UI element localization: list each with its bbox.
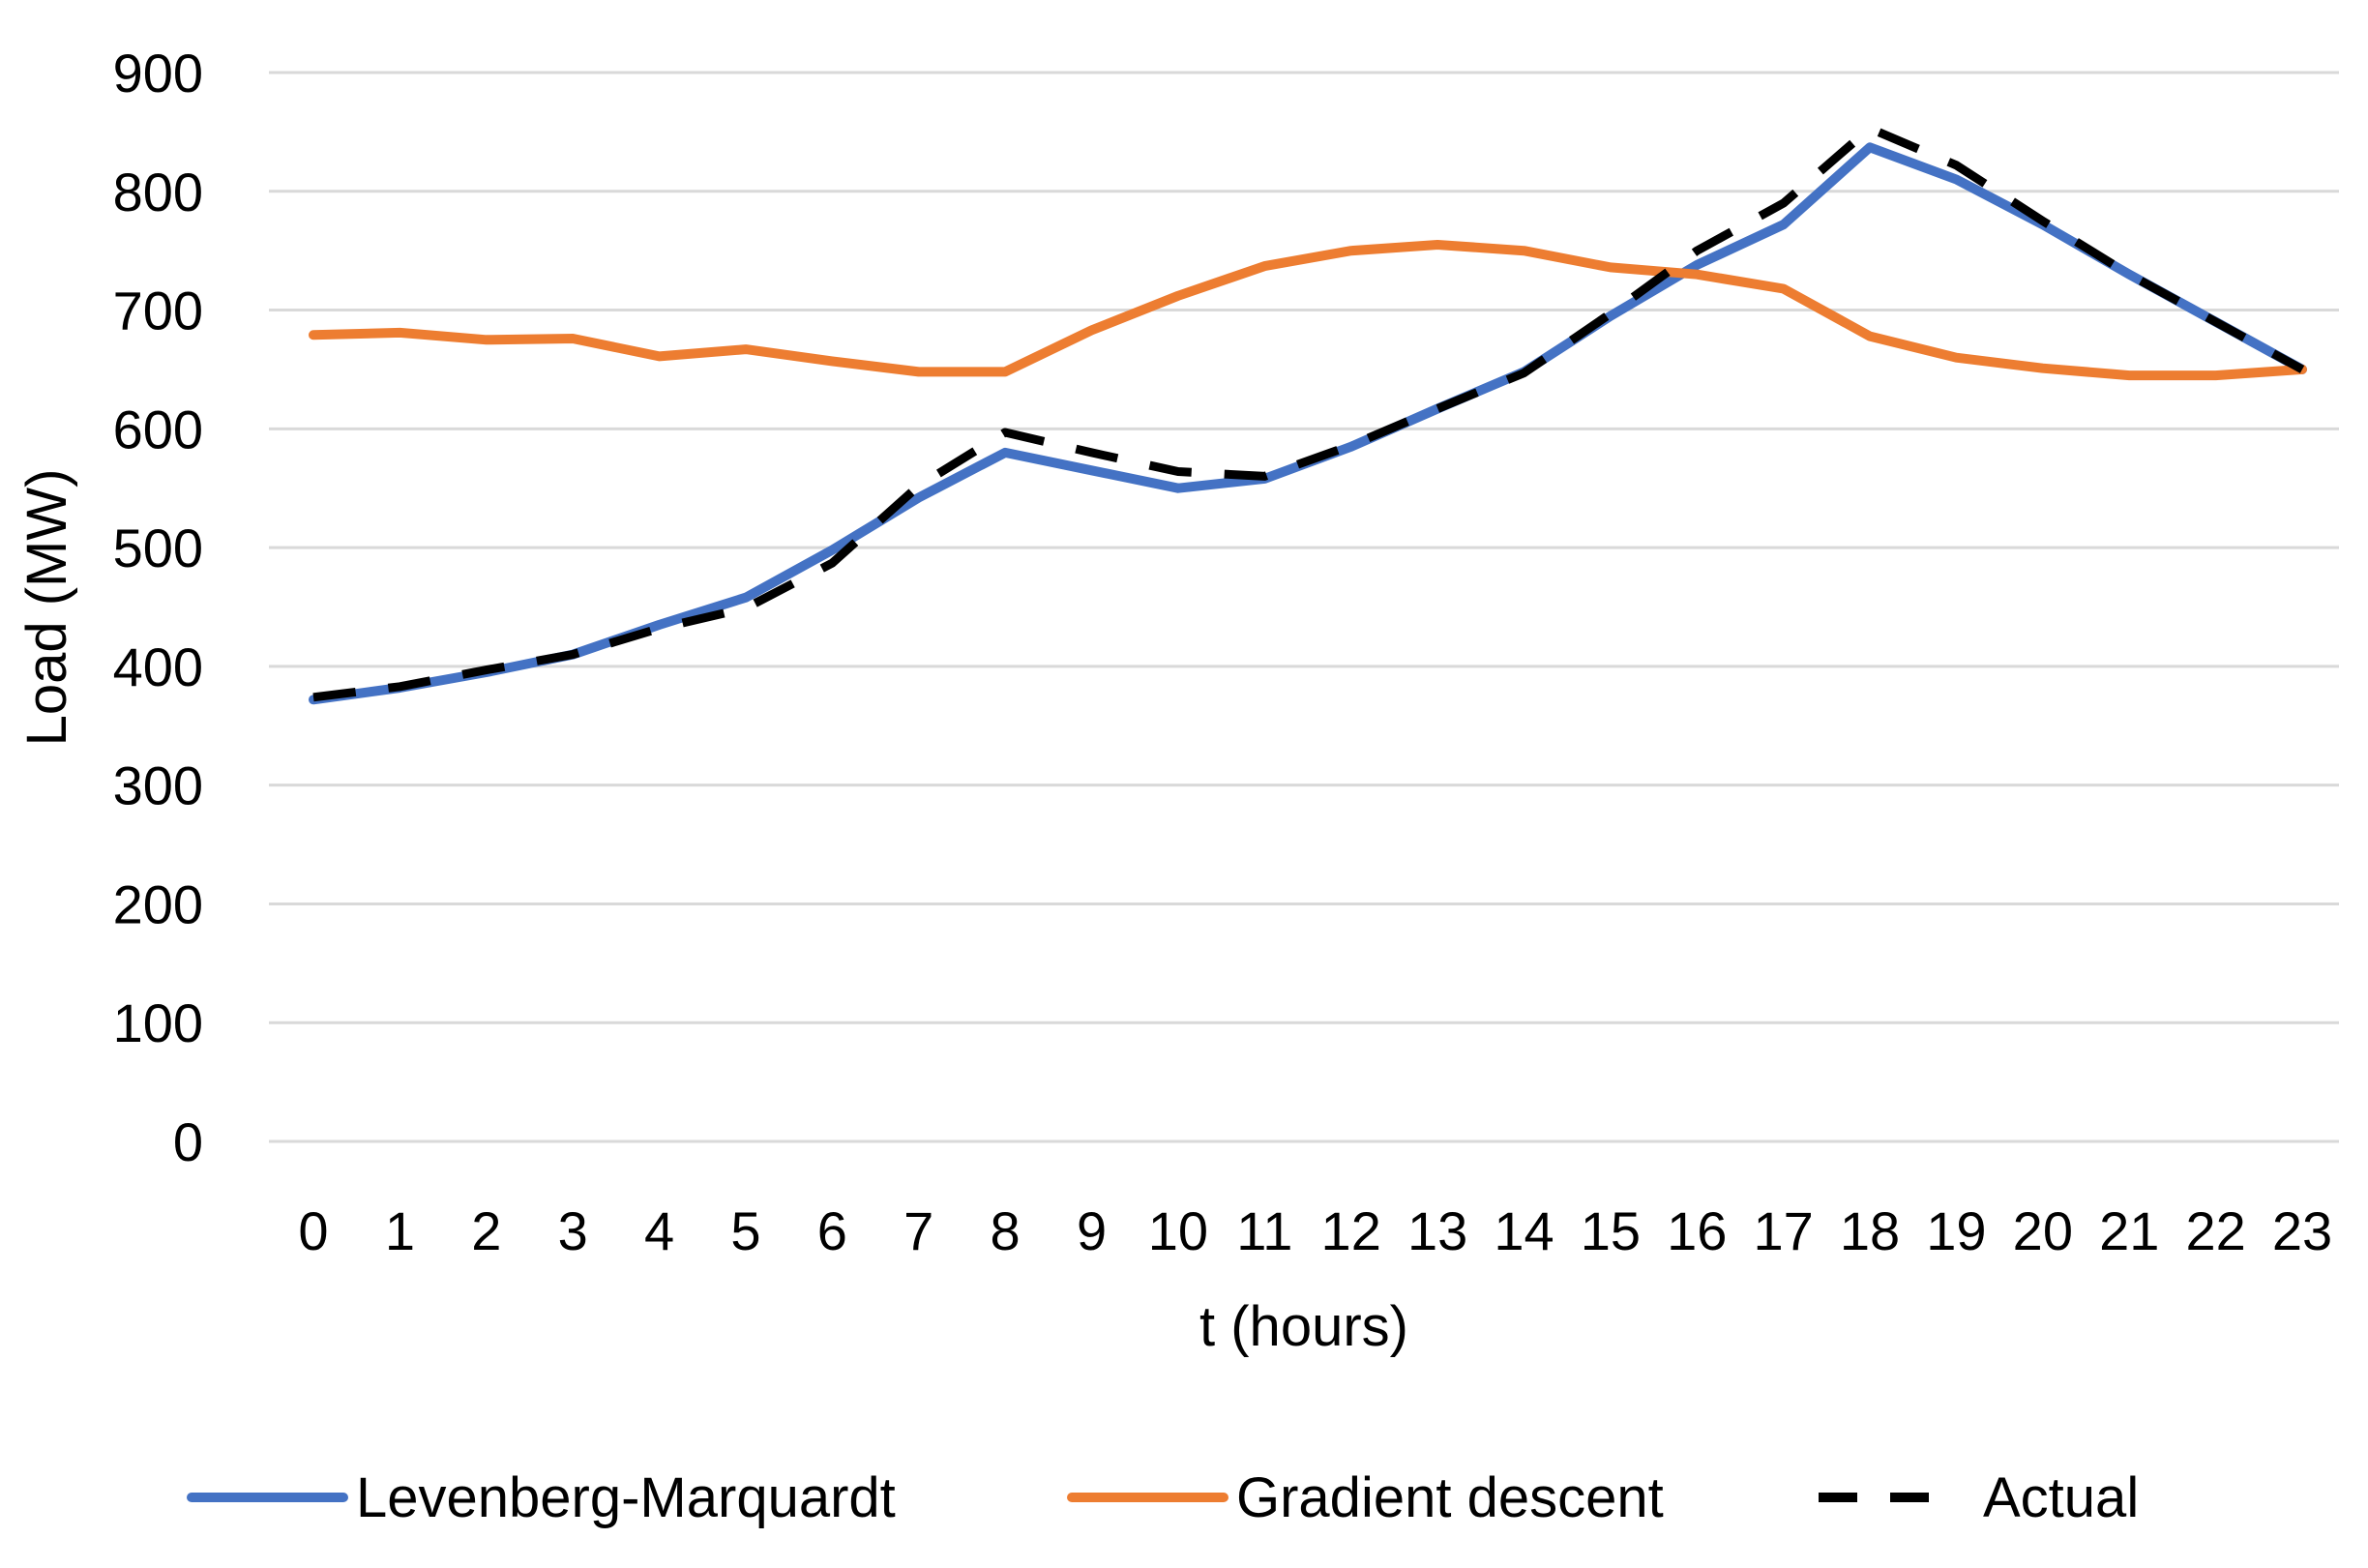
x-tick-label: 5 [730, 1200, 760, 1261]
x-tick-label: 22 [2185, 1200, 2245, 1261]
legend-label-1: Gradient descent [1236, 1466, 1664, 1529]
x-tick-label: 23 [2272, 1200, 2332, 1261]
y-axis-ticks: 0 100 200 300 400 500 600 700 800 900 [113, 43, 203, 1172]
x-tick-label: 18 [1840, 1200, 1900, 1261]
legend-label-0: Levenberg-Marquardt [356, 1466, 896, 1529]
x-tick-label: 0 [298, 1200, 328, 1261]
x-tick-label: 19 [1926, 1200, 1986, 1261]
x-tick-label: 6 [817, 1200, 847, 1261]
x-tick-label: 14 [1494, 1200, 1554, 1261]
x-tick-label: 16 [1667, 1200, 1727, 1261]
x-tick-label: 8 [991, 1200, 1021, 1261]
x-tick-label: 1 [385, 1200, 415, 1261]
x-tick-label: 10 [1148, 1200, 1208, 1261]
y-tick-label: 500 [113, 518, 203, 578]
y-tick-label: 400 [113, 636, 203, 697]
series-lines [309, 124, 2307, 705]
y-tick-label: 600 [113, 399, 203, 459]
legend-label-2: Actual [1983, 1466, 2139, 1529]
y-tick-label: 900 [113, 43, 203, 104]
x-tick-label: 9 [1077, 1200, 1107, 1261]
x-axis-title: t (hours) [1199, 1295, 1408, 1358]
y-tick-label: 200 [113, 873, 203, 934]
y-tick-label: 300 [113, 755, 203, 816]
legend: Levenberg-Marquardt Gradient descent Actua… [187, 1466, 2139, 1529]
y-tick-label: 0 [173, 1111, 203, 1172]
series-line-1 [309, 240, 2307, 381]
x-tick-label: 4 [644, 1200, 674, 1261]
x-tick-label: 15 [1581, 1200, 1641, 1261]
x-tick-label: 13 [1407, 1200, 1467, 1261]
x-tick-label: 3 [558, 1200, 588, 1261]
y-tick-label: 100 [113, 992, 203, 1053]
gridlines [269, 71, 2339, 1143]
x-tick-label: 2 [471, 1200, 501, 1261]
x-tick-label: 20 [2013, 1200, 2073, 1261]
x-tick-label: 12 [1321, 1200, 1381, 1261]
series-line-2 [312, 124, 2305, 702]
y-tick-label: 700 [113, 281, 203, 341]
x-tick-label: 17 [1754, 1200, 1814, 1261]
x-tick-label: 11 [1236, 1200, 1292, 1261]
y-tick-label: 800 [113, 162, 203, 222]
y-axis-title: Load (MW) [15, 469, 78, 747]
x-axis-ticks: 0 1 2 3 4 5 6 7 8 9 10 11 12 13 14 15 16 17 18 19 20 21 22 23 [298, 1200, 2332, 1261]
series-line-0 [309, 142, 2307, 705]
x-tick-label: 7 [903, 1200, 933, 1261]
x-tick-label: 21 [2099, 1200, 2159, 1261]
